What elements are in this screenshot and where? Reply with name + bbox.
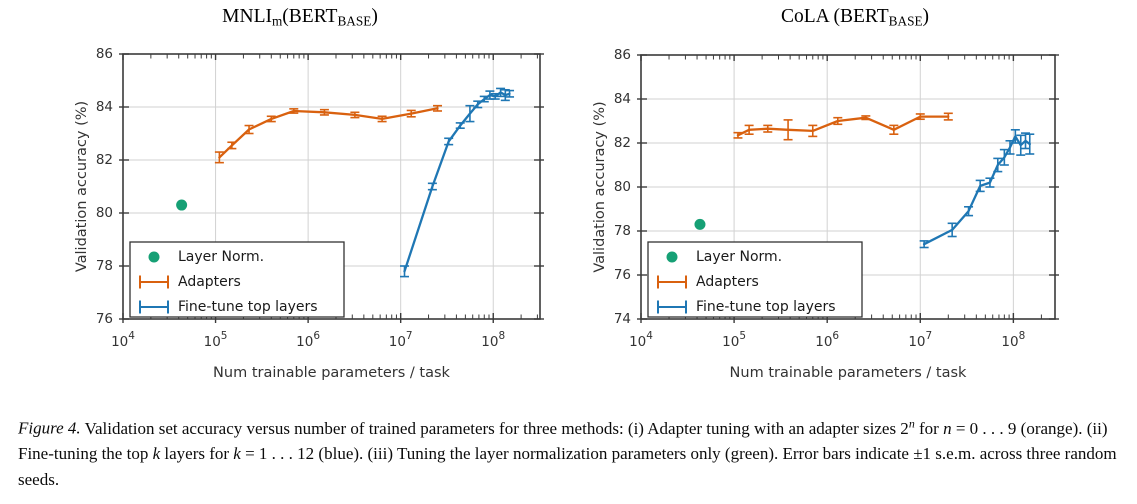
cola-legend-label-0: Layer Norm. — [696, 249, 782, 265]
cola-series-adapters — [733, 112, 953, 141]
cola-legend-label-2: Fine-tune top layers — [696, 299, 836, 315]
mnli-plot-box — [122, 53, 541, 320]
figure-caption: Figure 4. Validation set accuracy versus… — [18, 411, 1122, 492]
cola-ytick-76: 76 — [614, 267, 631, 283]
mnli-ytick-78: 78 — [96, 258, 113, 274]
cola-xtick-1e6: 106 — [815, 330, 839, 350]
chart-mnli: 76 78 80 82 84 86 104 105 106 107 108 Num trainable… — [74, 46, 544, 381]
mnli-xtick-1e7: 107 — [389, 330, 413, 350]
mnli-series-layer-norm — [176, 199, 188, 211]
cola-x-axis-label: Num trainable parameters / task — [730, 365, 968, 381]
cola-ytick-78: 78 — [614, 223, 631, 239]
mnli-series-adapters — [214, 104, 443, 164]
mnli-layer-norm-point — [176, 199, 188, 211]
mnli-xtick-1e6: 106 — [296, 330, 320, 350]
caption-text: Validation set accuracy versus number of… — [18, 416, 1117, 489]
mnli-legend: Layer Norm. Adapters Fine-tune top layers — [129, 241, 345, 318]
mnli-xtick-1e4: 104 — [111, 330, 135, 350]
chart-cola: 74 76 78 80 82 84 86 104 105 106 107 108 Num trainab… — [592, 47, 1059, 381]
cola-legend-marker-circle — [666, 251, 678, 263]
cola-series-layer-norm — [694, 218, 706, 230]
cola-xtick-1e4: 104 — [629, 330, 653, 350]
cola-ytick-86: 86 — [614, 47, 631, 63]
cola-xtick-1e7: 107 — [908, 330, 932, 350]
mnli-x-axis-label: Num trainable parameters / task — [213, 365, 451, 381]
cola-ytick-82: 82 — [614, 135, 631, 151]
mnli-legend-label-1: Adapters — [178, 274, 241, 290]
mnli-legend-marker-circle — [148, 251, 160, 263]
mnli-ytick-82: 82 — [96, 152, 113, 168]
mnli-series-fine-tune-top-layers — [400, 87, 515, 278]
cola-legend-label-1: Adapters — [696, 274, 759, 290]
cola-xtick-1e8: 108 — [1001, 330, 1025, 350]
cola-ytick-80: 80 — [614, 179, 631, 195]
cola-chart-title: CoLA (BERTBASE) — [780, 6, 930, 29]
mnli-ytick-76: 76 — [96, 311, 113, 327]
cola-series-fine-tune-top-layers — [919, 129, 1035, 249]
cola-legend-box — [647, 241, 863, 318]
mnli-ytick-84: 84 — [96, 99, 113, 115]
cola-layer-norm-point — [694, 218, 706, 230]
caption-label: Figure 4. — [18, 418, 81, 438]
mnli-chart-title: MNLIm(BERTBASE) — [222, 6, 378, 29]
cola-ytick-74: 74 — [614, 311, 631, 327]
mnli-xtick-1e5: 105 — [204, 330, 228, 350]
cola-plot-box — [640, 54, 1056, 320]
cola-ytick-84: 84 — [614, 91, 631, 107]
mnli-y-axis-label: Validation accuracy (%) — [74, 101, 90, 272]
mnli-xtick-1e8: 108 — [481, 330, 505, 350]
cola-y-axis-label: Validation accuracy (%) — [592, 101, 608, 272]
mnli-legend-label-2: Fine-tune top layers — [178, 299, 318, 315]
mnli-ytick-80: 80 — [96, 205, 113, 221]
mnli-legend-label-0: Layer Norm. — [178, 249, 264, 265]
cola-xtick-1e5: 105 — [722, 330, 746, 350]
charts-canvas: 76 78 80 82 84 86 104 105 106 107 108 Num trainable… — [74, 46, 1059, 381]
mnli-ytick-86: 86 — [96, 46, 113, 62]
mnli-legend-box — [129, 241, 345, 318]
cola-legend: Layer Norm. Adapters Fine-tune top layers — [647, 241, 863, 318]
